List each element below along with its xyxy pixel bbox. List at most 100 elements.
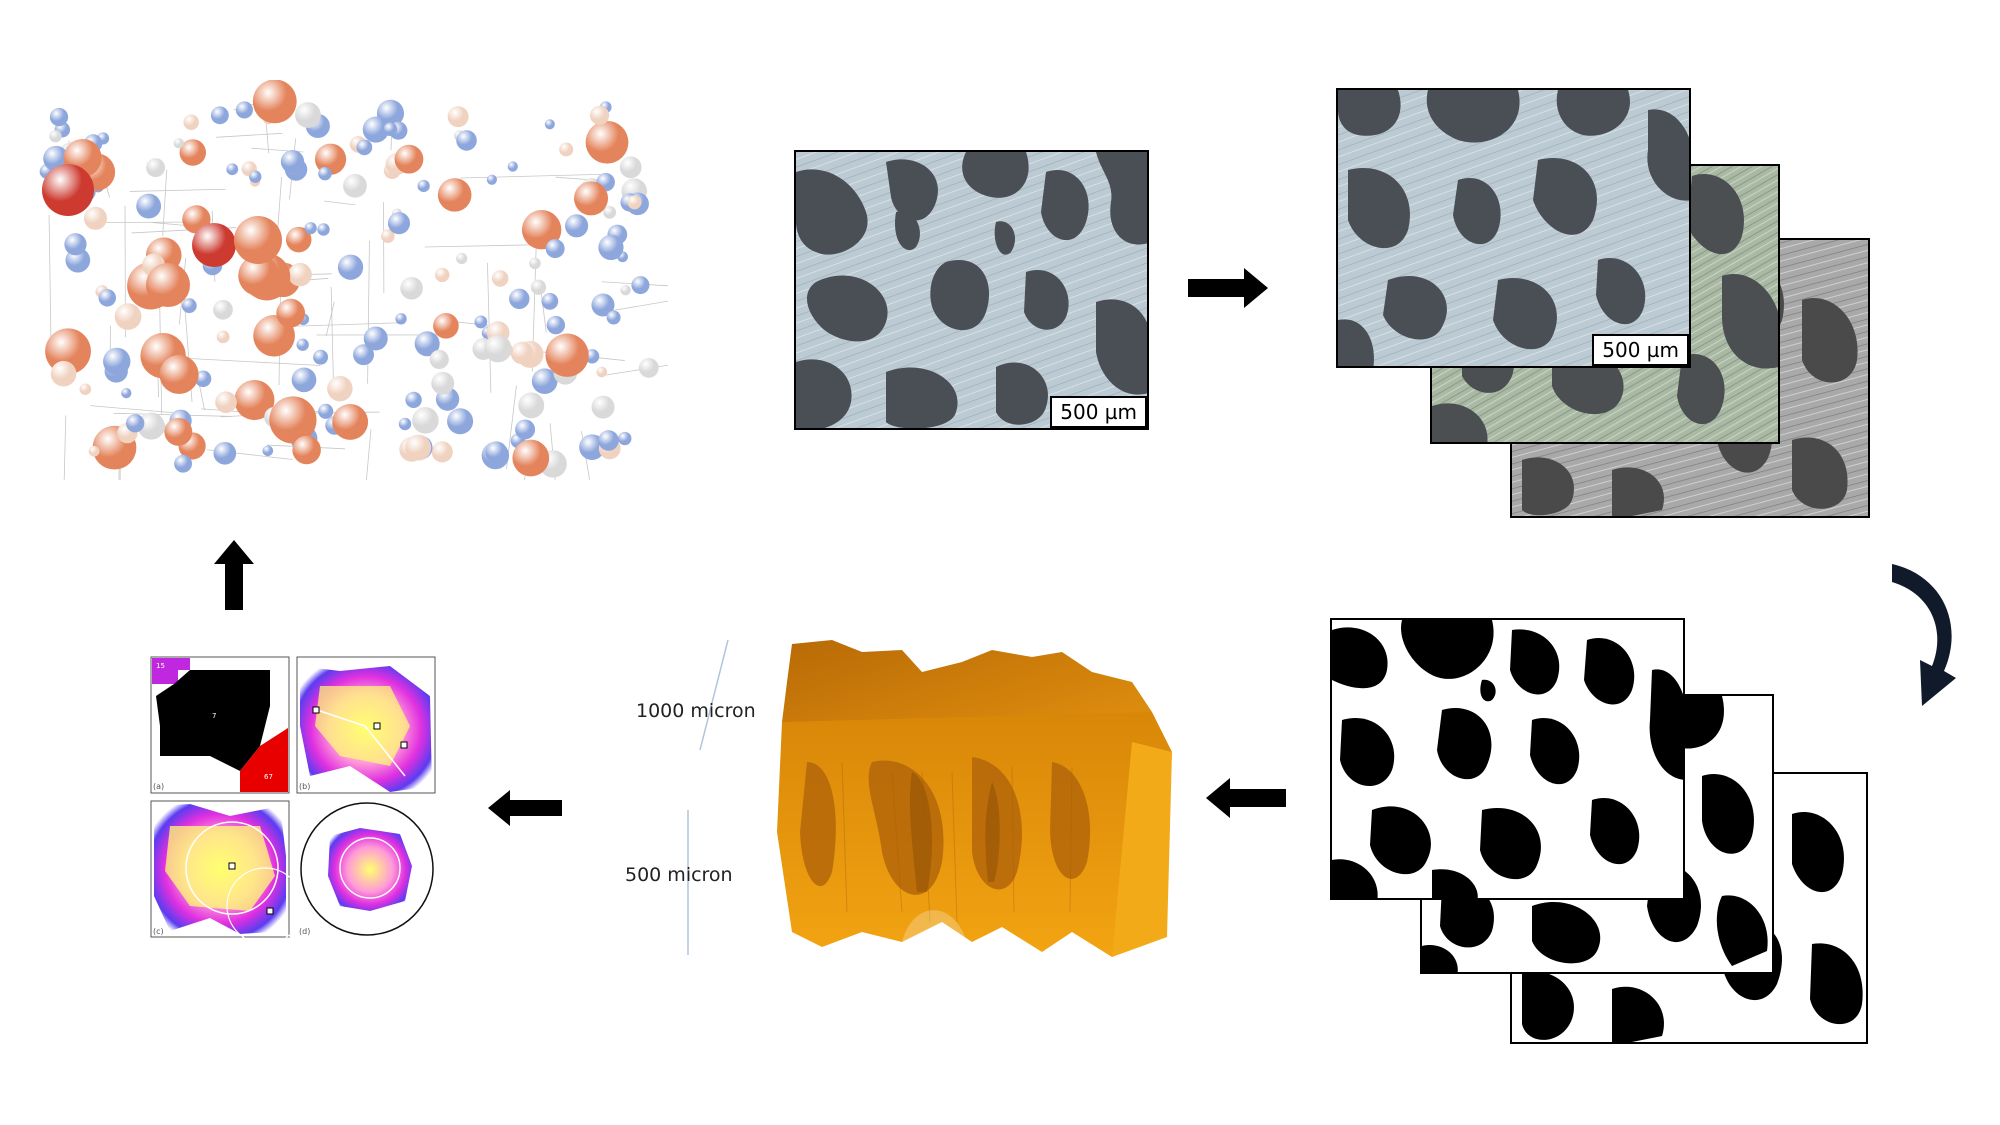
network-pore <box>234 379 275 421</box>
network-pore <box>591 293 615 317</box>
volume-side-face <box>1112 742 1172 957</box>
arrow-up-icon <box>214 540 254 610</box>
network-pore <box>343 173 367 198</box>
network-pore <box>126 414 145 433</box>
analysis-panels: 15 7 67 (a) (b) (c) (d) <box>150 656 436 938</box>
network-pore <box>618 431 632 446</box>
network-pore <box>530 279 547 295</box>
arrow-left-icon <box>488 790 562 826</box>
network-pore <box>213 441 237 465</box>
network-pore <box>485 441 508 464</box>
network-pore <box>486 174 497 185</box>
network-pore <box>363 326 388 351</box>
network-pore <box>518 392 545 419</box>
network-pore <box>64 233 87 256</box>
network-pore <box>136 193 162 219</box>
network-pore <box>183 114 199 130</box>
network-pore <box>292 435 321 465</box>
network-pores <box>39 80 659 478</box>
panel-a-region-center: 7 <box>212 712 216 720</box>
network-pore <box>544 119 555 130</box>
network-pore <box>295 102 321 128</box>
network-pore <box>362 116 389 143</box>
network-pore <box>252 80 297 124</box>
network-pore <box>585 120 629 164</box>
network-pore <box>380 229 395 243</box>
network-throat <box>330 286 334 382</box>
network-pore <box>546 315 566 335</box>
panel-b: (b) <box>296 656 436 794</box>
network-pore <box>545 333 589 377</box>
scale-bar: 500 µm <box>1592 334 1689 366</box>
network-pore <box>620 284 631 296</box>
network-pore <box>531 368 558 395</box>
network-throat <box>365 429 372 481</box>
pore-network-model <box>39 80 669 481</box>
network-pore <box>83 206 108 230</box>
panel-d: (d) <box>297 801 435 937</box>
network-pore <box>429 349 449 370</box>
network-pore <box>596 366 608 378</box>
network-pore <box>146 158 166 178</box>
network-pore <box>356 139 373 156</box>
network-pore <box>291 367 317 393</box>
micrograph-single: 500 µm <box>794 150 1149 430</box>
network-pore <box>49 107 69 127</box>
network-pore <box>49 130 62 143</box>
micrograph-stack-front: 500 µm <box>1336 88 1691 368</box>
network-pore <box>269 396 317 444</box>
network-throat <box>180 357 321 366</box>
panel-c: (c) <box>150 800 304 938</box>
network-pore <box>603 205 617 219</box>
network-pore <box>529 257 541 270</box>
network-pore <box>317 223 330 236</box>
network-pore <box>491 270 509 287</box>
network-pore <box>394 144 424 174</box>
network-pore <box>304 222 317 235</box>
network-pore <box>215 391 237 414</box>
network-pore <box>435 267 450 283</box>
volume-reconstruction <box>777 640 1172 957</box>
network-throat <box>460 173 606 179</box>
panel-b-tag: (b) <box>299 782 310 791</box>
network-pore <box>181 298 197 314</box>
network-throat <box>48 214 52 358</box>
network-pore <box>559 142 574 157</box>
network-pore <box>288 262 312 287</box>
network-pore <box>474 315 488 329</box>
network-pore <box>98 289 117 307</box>
network-pore <box>484 334 512 363</box>
network-pore <box>515 419 536 440</box>
network-pore <box>121 388 132 399</box>
network-pore <box>405 434 432 461</box>
network-pore <box>238 254 280 297</box>
network-pore-large <box>42 164 94 216</box>
network-pore <box>509 288 530 309</box>
network-pore <box>210 106 229 125</box>
network-pore <box>447 106 469 128</box>
network-pore <box>395 313 407 325</box>
network-pore-large <box>146 263 190 307</box>
network-pore <box>627 195 642 210</box>
network-pore <box>285 226 312 253</box>
network-pore <box>510 341 534 365</box>
network-pore <box>437 178 472 212</box>
network-pore <box>591 395 615 419</box>
network-pore <box>398 417 412 431</box>
network-pore <box>235 101 253 119</box>
panel-a-tag: (a) <box>153 782 164 791</box>
network-pore <box>541 292 559 310</box>
network-pore <box>318 403 334 419</box>
panel-c-tag: (c) <box>153 927 164 936</box>
micrograph-image <box>796 152 1147 428</box>
network-pore <box>327 375 353 402</box>
network-pore <box>280 149 305 174</box>
panel-a: 15 7 67 (a) <box>150 656 290 794</box>
network-pore <box>400 276 423 300</box>
network-throat <box>129 188 226 192</box>
network-throat <box>162 169 168 236</box>
network-pore <box>431 441 453 463</box>
network-pore <box>638 357 659 378</box>
network-pore <box>249 170 262 183</box>
network-pore <box>619 156 642 179</box>
